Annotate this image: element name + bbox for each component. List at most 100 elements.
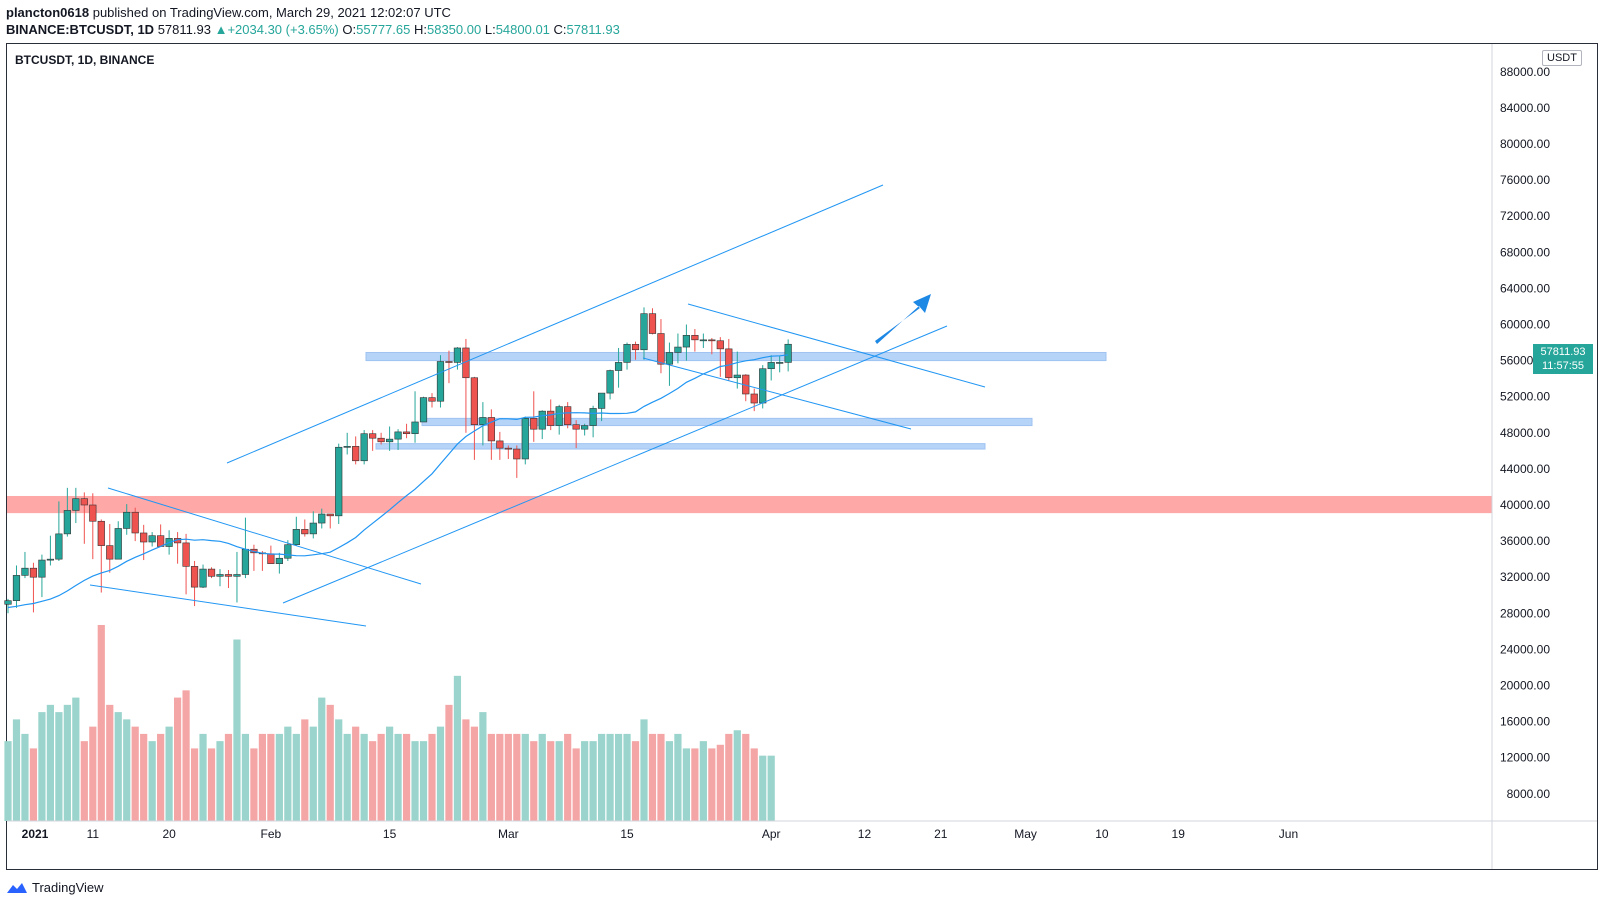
volume-bar [504,733,512,821]
high-label: H: [413,22,427,37]
candle-body [301,529,309,535]
volume-bar [89,726,97,821]
volume-bar [157,733,165,821]
volume-bar [725,733,733,821]
volume-bar [360,733,368,821]
volume-bar [165,726,173,821]
last-price: 57811.93 [157,22,211,37]
candle-body [402,431,411,435]
candle-body [504,447,512,450]
volume-bar [496,733,504,821]
candle-body [725,348,733,379]
volume-bar [343,733,351,821]
volume-bar [530,741,538,821]
volume-bar [521,733,529,821]
price-axis-label: 8000.00 [1507,787,1551,801]
candle-body [733,374,741,379]
volume-bar [665,741,674,821]
volume-bar [411,741,419,821]
chart-title: BTCUSDT, 1D, BINANCE [15,53,155,67]
last-price-tag-value: 57811.93 [1540,346,1586,358]
volume-bar [114,712,122,821]
volume-bar [759,755,767,821]
candle-body [564,406,572,425]
publisher-name[interactable]: plancton0618 [6,5,90,20]
candle-body [470,377,479,425]
volume-bar [708,748,716,821]
volume-bar [241,733,250,821]
candle-body [343,446,351,448]
price-change: +2034.30 (+3.65%) [227,22,339,37]
symbol-full: BINANCE:BTCUSDT, 1D [6,22,155,37]
volume-bar [750,748,758,821]
volume-bar [767,755,775,821]
candle-body [352,446,360,462]
candle-body [89,504,97,522]
volume-bar [547,741,555,821]
candle-body [190,566,199,588]
currency-button[interactable]: USDT [1542,50,1582,66]
candle-body [597,392,606,409]
volume-bar [148,741,156,821]
candle-body [131,511,139,534]
candle-body [555,406,563,426]
price-axis-label: 28000.00 [1500,606,1550,620]
price-axis-label: 44000.00 [1500,462,1550,476]
trend-line [226,184,884,464]
volume-bar [394,733,402,821]
volume-bar [140,733,148,821]
volume-bar [598,733,606,821]
price-axis-label: 16000.00 [1500,715,1550,729]
volume-bar [631,741,640,821]
moving-average-line [7,354,789,609]
resistance-zone [365,351,1107,362]
footer-brand[interactable]: TradingView [6,880,104,895]
volume-bar [513,733,521,821]
candle-body [216,574,224,577]
candle-body [657,333,665,365]
volume-bar [453,675,462,821]
volume-bar [640,719,648,821]
candle-body [708,339,716,342]
candle-body [674,346,682,353]
time-axis-label: 12 [858,827,872,841]
price-axis-label: 88000.00 [1500,65,1550,79]
candle-body [648,313,657,334]
trend-line [642,357,912,430]
volume-bar [267,733,275,821]
candle-body [385,438,394,443]
open-label: O: [342,22,357,37]
candle-body [148,535,156,543]
candle-body [140,532,148,543]
volume-bar [97,625,105,821]
volume-bar [682,748,690,821]
volume-bar [38,712,46,821]
candle-body [581,425,589,430]
bullish-arrow-icon [875,294,931,344]
volume-bar [216,741,224,821]
candle-body [606,370,614,394]
candle-body [318,513,326,524]
time-axis-label: 11 [87,827,100,841]
volume-bar [123,719,131,821]
candle-body [21,567,29,576]
close-value: 57811.93 [566,22,620,37]
candle-body [326,513,334,517]
low-value: 54800.01 [495,22,550,37]
candle-body [106,545,114,560]
volume-bar [386,726,394,821]
ohlc-legend: BINANCE:BTCUSDT, 1D 57811.93 ▲+2034.30 (… [6,22,620,37]
candle-body [487,417,495,442]
volume-bar [445,704,453,821]
candle-body [199,568,207,588]
trend-line [107,487,422,585]
volume-bar [233,639,241,821]
candle-body [114,528,122,560]
volume-bar [572,748,580,821]
footer-brand-name: TradingView [32,880,104,895]
candle-body [614,362,623,371]
price-axis-label: 52000.00 [1500,390,1550,404]
volume-bar [199,733,207,821]
candle-body [123,511,131,529]
